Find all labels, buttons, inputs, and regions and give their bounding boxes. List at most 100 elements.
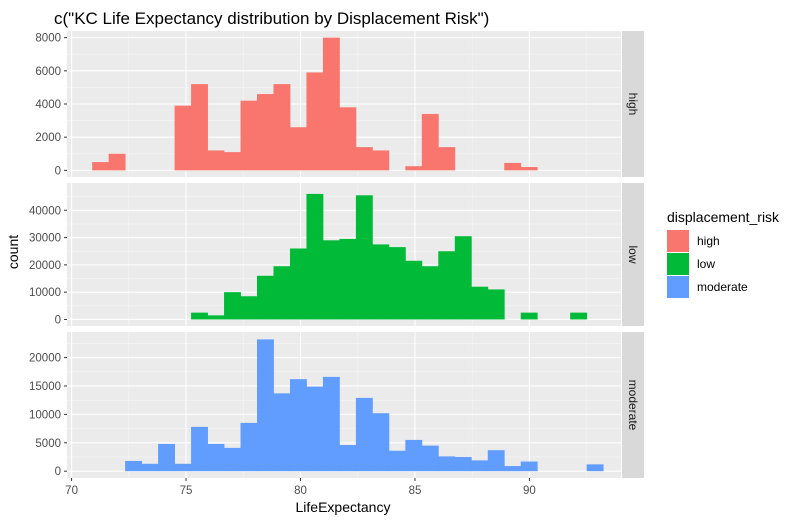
histogram-bar xyxy=(372,150,390,171)
histogram-bar xyxy=(273,393,291,472)
histogram-bar xyxy=(355,195,373,320)
histogram-bar xyxy=(207,443,225,472)
legend-swatch xyxy=(667,276,689,298)
histogram-bar xyxy=(339,238,357,320)
y-axis-label: count xyxy=(5,235,21,269)
histogram-bar xyxy=(322,37,340,171)
y-tick-label: 10000 xyxy=(29,287,61,299)
histogram-bar xyxy=(388,247,406,320)
histogram-bar xyxy=(306,193,324,320)
legend: displacement_risk high low moderate xyxy=(667,209,780,298)
histogram-bar xyxy=(570,312,588,320)
histogram-bar xyxy=(520,167,538,171)
histogram-bar xyxy=(174,105,192,171)
legend-label: low xyxy=(697,257,715,271)
facet-strip xyxy=(622,183,644,326)
y-tick-label: 0 xyxy=(55,165,61,177)
histogram-bar xyxy=(339,445,357,472)
histogram-bar xyxy=(421,113,439,171)
y-tick-label: 2000 xyxy=(35,132,61,144)
histogram-bar xyxy=(487,450,505,472)
histogram-bar xyxy=(454,456,472,472)
x-tick-label: 80 xyxy=(294,485,307,497)
histogram-bar xyxy=(520,312,538,320)
x-tick-label: 70 xyxy=(65,485,78,497)
histogram-bar xyxy=(355,397,373,472)
histogram-bar xyxy=(504,162,522,171)
histogram-bar xyxy=(405,439,423,472)
histogram-bar xyxy=(438,251,456,320)
histogram-bar xyxy=(372,244,390,320)
histogram-bar xyxy=(454,236,472,320)
histogram-bar xyxy=(306,386,324,472)
panel-moderate: 0 5000 10000 15000 20000 moderate xyxy=(29,332,644,478)
x-tick-label: 75 xyxy=(180,485,193,497)
histogram-bar xyxy=(339,107,357,171)
y-tick-label: 8000 xyxy=(35,33,61,45)
facet-strip-label: high xyxy=(626,93,640,116)
histogram-bar xyxy=(586,464,604,472)
histogram-bar xyxy=(207,150,225,171)
histogram-bar xyxy=(224,152,241,171)
histogram-bar xyxy=(289,248,307,320)
x-tick-label: 85 xyxy=(409,485,422,497)
legend-item-low: low xyxy=(667,253,715,275)
histogram-bar xyxy=(174,463,192,472)
y-tick-label: 30000 xyxy=(29,233,61,245)
facet-strip xyxy=(622,332,644,478)
histogram-bar xyxy=(240,100,258,171)
facet-strip-label: low xyxy=(626,245,640,263)
legend-swatch xyxy=(667,230,689,252)
histogram-bar xyxy=(520,461,538,472)
histogram-bar xyxy=(273,84,291,171)
x-axis: 70 75 80 85 90 xyxy=(65,478,536,497)
histogram-bar xyxy=(355,147,373,171)
histogram-bar xyxy=(240,296,258,320)
legend-item-moderate: moderate xyxy=(667,276,748,298)
histogram-bar xyxy=(471,460,489,472)
y-tick-label: 40000 xyxy=(29,205,61,217)
legend-items: high low moderate xyxy=(667,230,748,298)
histogram-bar xyxy=(438,456,456,472)
histogram-bar xyxy=(92,162,110,171)
histogram-bar xyxy=(388,450,406,472)
histogram-bar xyxy=(257,275,274,320)
facet-strip-label: moderate xyxy=(626,380,640,431)
y-tick-label: 15000 xyxy=(29,381,61,393)
histogram-bar xyxy=(322,240,340,320)
histogram-bar xyxy=(191,426,208,472)
histogram-bar xyxy=(125,460,143,472)
histogram-bar xyxy=(322,376,340,472)
histogram-bar xyxy=(224,292,241,320)
y-tick-label: 0 xyxy=(55,314,61,326)
histogram-bar xyxy=(306,72,324,171)
histogram-bar xyxy=(421,266,439,320)
facet-panels: 0 2000 4000 6000 8000 high 0 10000 20000 30000 400… xyxy=(29,31,644,497)
y-tick-label: 10000 xyxy=(29,409,61,421)
histogram-bar xyxy=(504,466,522,472)
histogram-bar xyxy=(207,315,225,320)
x-axis-label: LifeExpectancy xyxy=(296,499,391,515)
x-tick-label: 90 xyxy=(523,485,536,497)
y-tick-label: 6000 xyxy=(35,66,61,78)
y-tick-label: 20000 xyxy=(29,353,61,365)
histogram-bar xyxy=(471,286,489,320)
histogram-bar xyxy=(108,153,126,171)
histogram-bar xyxy=(487,289,505,320)
y-tick-label: 5000 xyxy=(35,438,61,450)
legend-item-high: high xyxy=(667,230,720,252)
histogram-bar xyxy=(141,463,159,472)
histogram-bar xyxy=(273,266,291,320)
legend-label: moderate xyxy=(697,280,748,294)
legend-swatch xyxy=(667,253,689,275)
histogram-bar xyxy=(257,339,274,472)
histogram-bar xyxy=(224,447,241,472)
facet-strip xyxy=(622,31,644,177)
histogram-bar xyxy=(405,166,423,171)
y-tick-label: 4000 xyxy=(35,99,61,111)
histogram-bar xyxy=(372,413,390,472)
panel-high: 0 2000 4000 6000 8000 high xyxy=(35,31,644,177)
histogram-bar xyxy=(240,422,258,472)
chart-title: c("KC Life Expectancy distribution by Di… xyxy=(54,9,489,28)
